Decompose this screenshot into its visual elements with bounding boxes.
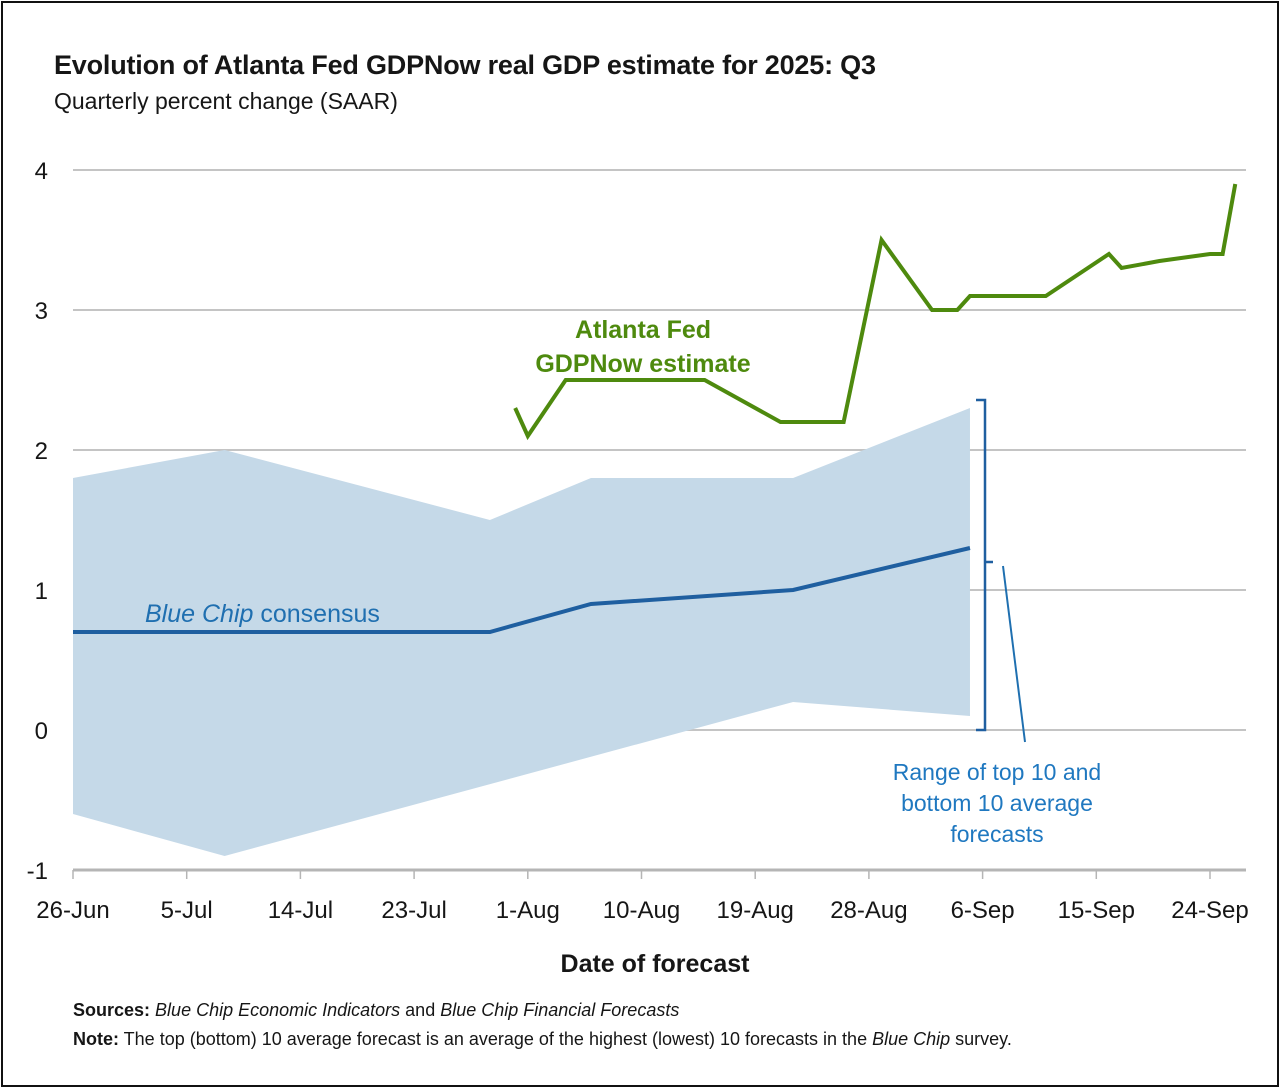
x-tick-label: 5-Jul: [161, 897, 213, 924]
chart-subtitle: Quarterly percent change (SAAR): [54, 88, 398, 114]
y-tick-label: 0: [35, 718, 48, 745]
range-leader-line: [1002, 565, 1026, 743]
y-tick-label: 3: [35, 298, 48, 325]
x-tick-label: 28-Aug: [830, 897, 907, 924]
x-tick-label: 24-Sep: [1171, 897, 1248, 924]
range-label-line2: bottom 10 average: [901, 790, 1093, 816]
x-tick-label: 26-Jun: [36, 897, 109, 924]
forecast-range-band: [73, 408, 970, 856]
x-tick-label: 1-Aug: [496, 897, 560, 924]
y-tick-label: 4: [35, 158, 48, 185]
sources-and: and: [400, 1000, 441, 1020]
x-tick-label: 15-Sep: [1058, 897, 1135, 924]
sources-label: Sources:: [73, 1000, 151, 1020]
bluechip-label-italic: Blue Chip: [145, 600, 253, 628]
note-italic: Blue Chip: [872, 1029, 951, 1049]
x-axis-title: Date of forecast: [561, 950, 751, 978]
range-label-line3: forecasts: [950, 821, 1043, 847]
x-tick-label: 14-Jul: [268, 897, 333, 924]
range-bracket: [976, 398, 993, 732]
note-text-end: survey.: [950, 1029, 1012, 1049]
y-tick-label: -1: [27, 858, 48, 885]
gdpnow-label-line2: GDPNow estimate: [535, 350, 750, 378]
chart-title: Evolution of Atlanta Fed GDPNow real GDP…: [54, 50, 876, 80]
y-tick-label: 1: [35, 578, 48, 605]
x-tick-label: 23-Jul: [381, 897, 446, 924]
x-tick-label: 10-Aug: [603, 897, 680, 924]
bluechip-label: Blue Chip consensus: [145, 600, 380, 628]
range-label-line1: Range of top 10 and: [893, 759, 1101, 785]
note-label: Note:: [73, 1029, 119, 1049]
sources-title-1: Blue Chip Economic Indicators: [155, 1000, 401, 1020]
x-tick-label: 19-Aug: [717, 897, 794, 924]
note-text: The top (bottom) 10 average forecast is …: [119, 1029, 873, 1049]
sources-note: Sources: Blue Chip Economic Indicators a…: [73, 1000, 679, 1021]
sources-title-2: Blue Chip Financial Forecasts: [440, 1000, 680, 1020]
x-tick-label: 6-Sep: [951, 897, 1015, 924]
bluechip-label-rest: consensus: [253, 600, 379, 628]
gdpnow-label-line1: Atlanta Fed: [575, 316, 711, 344]
methodology-note: Note: The top (bottom) 10 average foreca…: [73, 1029, 1012, 1050]
y-tick-label: 2: [35, 438, 48, 465]
